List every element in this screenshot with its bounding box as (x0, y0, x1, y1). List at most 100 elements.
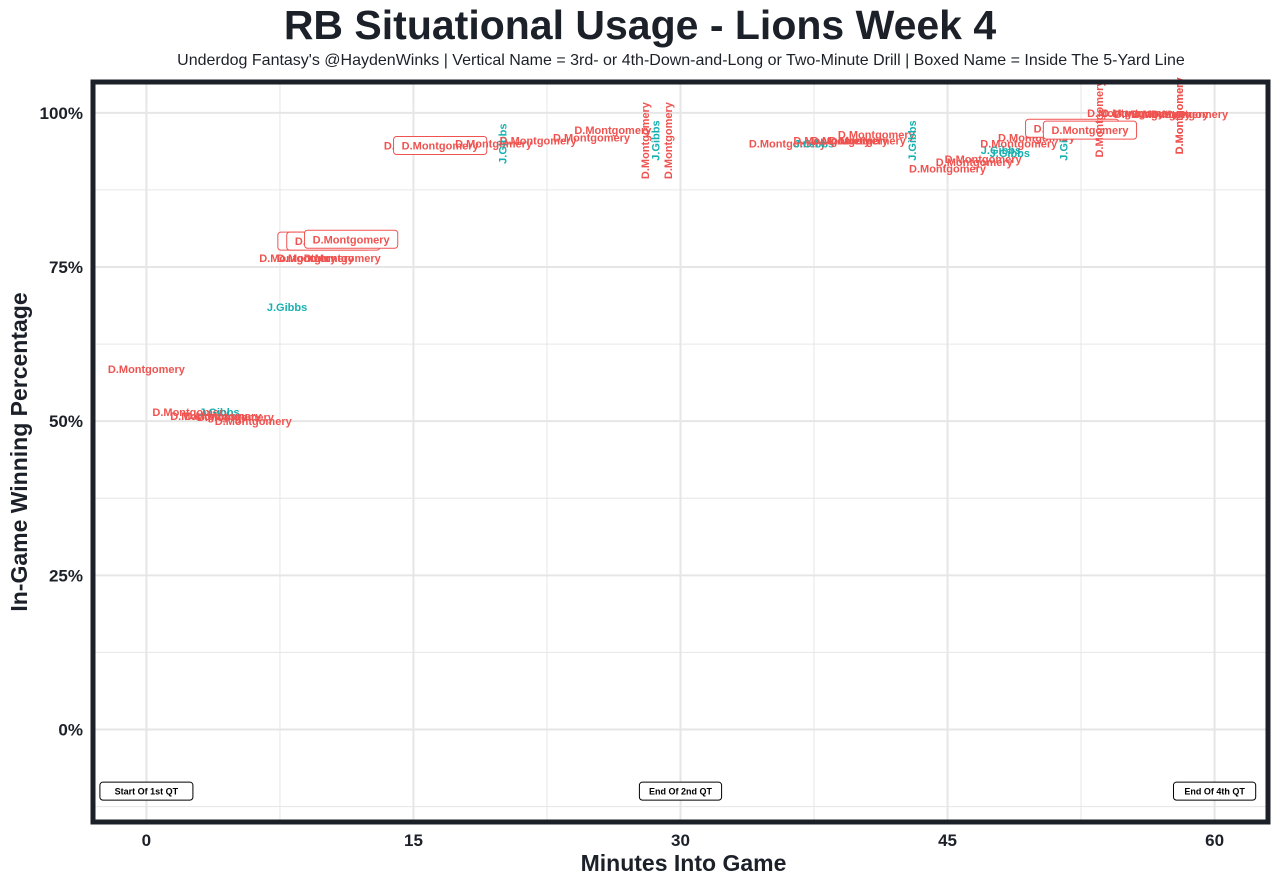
player-name-label: D.Montgomery (108, 364, 186, 376)
data-point-label: D.Montgomery (197, 412, 275, 424)
quarter-marker: End Of 2nd QT (638, 781, 723, 801)
y-tick-label: 75% (49, 258, 83, 277)
player-name-label: D.Montgomery (1114, 109, 1192, 121)
player-name-label: D.Montgomery (1132, 109, 1210, 121)
x-tick-label: 45 (938, 831, 957, 850)
player-name-label: D.Montgomery (1174, 77, 1186, 155)
data-point-label: D.Montgomery (945, 154, 1023, 166)
data-point-label: D.Montgomery (1174, 77, 1186, 155)
player-name-label: J.Gibbs (199, 407, 239, 419)
data-point-label: D.Montgomery (170, 411, 248, 423)
player-name-label: J.Gibbs (267, 302, 307, 314)
plot-frame (90, 79, 1271, 825)
data-point-label: D.Montgomery (500, 136, 578, 148)
player-name-label: D.Montgomery (184, 411, 262, 423)
data-point-label: D.Montgomery (640, 101, 652, 179)
player-name-label: D.Montgomery (980, 139, 1058, 151)
data-point-label: D.Montgomery (152, 407, 230, 419)
data-point-label: D.Montgomery (184, 411, 262, 423)
chart-subtitle: Underdog Fantasy's @HaydenWinks | Vertic… (177, 52, 1185, 69)
player-name-label: D.Montgomery (402, 141, 480, 153)
data-point-label: D.Montgomery (909, 163, 987, 175)
y-tick-label: 100% (40, 104, 83, 123)
data-point-label: J.Gibbs (907, 120, 919, 160)
player-name-label: J.Gibbs (497, 123, 509, 163)
player-name-label: D.Montgomery (909, 163, 987, 175)
data-point-label: D.Montgomery (304, 229, 399, 249)
player-name-label: J.Gibbs (990, 148, 1030, 160)
data-point-label: D.Montgomery (1101, 108, 1179, 120)
player-name-label: D.Montgomery (829, 136, 907, 148)
inside-5-box (304, 229, 399, 249)
data-point-label: D.Montgomery (304, 253, 382, 265)
player-name-label: D.Montgomery (936, 157, 1014, 169)
player-name-label: D.Montgomery (1101, 108, 1179, 120)
player-name-label: J.Gibbs (651, 120, 663, 160)
data-point-label: J.Gibbs (981, 145, 1021, 157)
data-point-label: D.Montgomery (663, 101, 675, 179)
player-name-label: D.Montgomery (215, 416, 293, 428)
player-name-label: D.Montgomery (170, 411, 248, 423)
y-tick-label: 50% (49, 412, 83, 431)
x-tick-label: 30 (671, 831, 690, 850)
quarter-marker: End Of 4th QT (1172, 781, 1257, 801)
data-point-label: J.Gibbs (990, 148, 1030, 160)
data-point-label: D.Montgomery (829, 136, 907, 148)
x-tick-label: 0 (142, 831, 151, 850)
quarter-marker-box (638, 781, 723, 801)
data-point-label: D.Montgomery (1114, 109, 1192, 121)
quarter-markers: Start Of 1st QT End Of 2nd QT End Of 4th Q… (99, 781, 1257, 801)
quarter-marker-box (99, 781, 194, 801)
player-name-label: D.Montgomery (259, 253, 337, 265)
player-name-label: D.Montgomery (793, 136, 871, 148)
data-point-label: D.Montgomery (1151, 109, 1229, 121)
player-name-label: D.Montgomery (1151, 109, 1229, 121)
data-point-label: D.Montgomery (455, 139, 533, 151)
data-point-label: D.Montgomery (574, 125, 652, 137)
player-name-label: D.Montgomery (574, 125, 652, 137)
data-point-label: D.Montgomery (936, 157, 1014, 169)
y-axis-label: In-Game Winning Percentage (6, 292, 32, 611)
player-name-label: D.Montgomery (749, 139, 827, 151)
y-tick-label: 25% (49, 566, 83, 585)
data-point-label: J.Gibbs (651, 120, 663, 160)
data-point-label: D.Montgomery (838, 129, 916, 141)
data-point-label: D.Montgomery (1132, 109, 1210, 121)
x-tick-label: 15 (404, 831, 423, 850)
x-tick-label: 60 (1205, 831, 1224, 850)
grid-lines (93, 82, 1268, 822)
player-name-label: D.Montgomery (313, 234, 391, 246)
data-point-label: D.Montgomery (749, 139, 827, 151)
player-name-label: D.Montgomery (663, 101, 675, 179)
inside-5-box (393, 136, 488, 156)
quarter-marker-box (1172, 781, 1257, 801)
data-point-label: D.Montgomery (980, 139, 1058, 151)
player-name-label: D.Montgomery (640, 101, 652, 179)
player-name-label: D.Montgomery (500, 136, 578, 148)
data-labels: D.MontgomeryD.MontgomeryD.MontgomeryJ.Gi… (108, 77, 1229, 429)
player-name-label: D.Montgomery (945, 154, 1023, 166)
player-name-label: D.Montgomery (277, 253, 355, 265)
y-tick-label: 0% (58, 721, 83, 740)
data-point-label: D.Montgomery (553, 133, 631, 145)
inside-5-box (1042, 120, 1138, 140)
player-name-label: D.Montgomery (811, 136, 889, 148)
player-name-label: D.Montgomery (1051, 125, 1129, 137)
player-name-label: J.Gibbs (794, 139, 834, 151)
axis-ticks: 0 15 30 45 60 0% 25% 50% 75% 100% (40, 104, 1225, 850)
quarter-marker: Start Of 1st QT (99, 781, 194, 801)
data-point-label: D.Montgomery (1174, 77, 1186, 155)
data-point-label: D.Montgomery (793, 136, 871, 148)
data-point-label: J.Gibbs (497, 123, 509, 163)
quarter-marker-label: Start Of 1st QT (115, 787, 179, 797)
player-name-label: D.Montgomery (1094, 80, 1106, 158)
data-point-label: D.Montgomery (259, 253, 337, 265)
data-point-label: D.Montgomery (277, 253, 355, 265)
player-name-label: D.Montgomery (1087, 108, 1165, 120)
data-point-label: D.Montgomery (393, 136, 488, 156)
player-name-label: D.Montgomery (553, 133, 631, 145)
player-name-label: D.Montgomery (838, 129, 916, 141)
player-name-label: J.Gibbs (981, 145, 1021, 157)
player-name-label: D.Montgomery (1174, 77, 1186, 155)
